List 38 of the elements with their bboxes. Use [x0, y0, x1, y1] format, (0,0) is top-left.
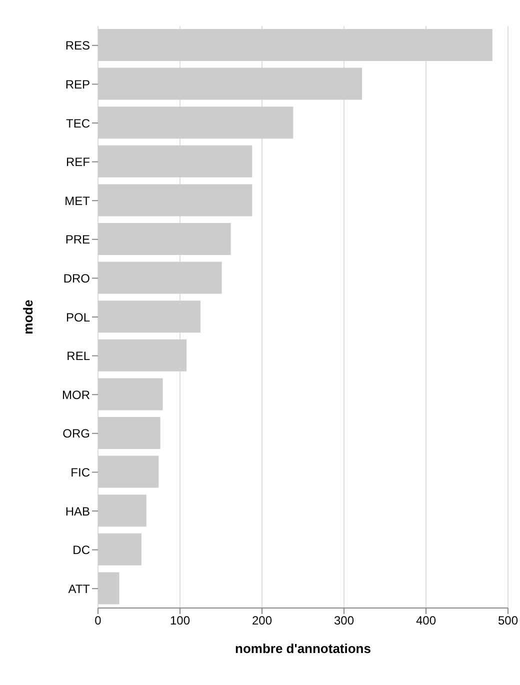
y-tick-label: RES	[65, 38, 90, 53]
y-tick-label: REP	[65, 77, 90, 92]
y-tick-label: MOR	[62, 388, 90, 402]
x-tick-label: 500	[498, 614, 518, 628]
bar	[98, 494, 146, 527]
bar	[98, 145, 252, 178]
bar	[98, 223, 231, 255]
x-tick-label: 200	[252, 614, 272, 628]
x-tick-label: 400	[416, 614, 436, 628]
y-tick-label: DRO	[63, 271, 90, 286]
x-tick-label: 300	[334, 614, 354, 628]
y-tick-label: HAB	[65, 504, 90, 518]
bar	[98, 68, 362, 100]
bar	[98, 417, 160, 449]
y-axis-title: mode	[20, 300, 36, 334]
bar	[98, 262, 222, 294]
x-axis-title: nombre d'annotations	[235, 641, 371, 656]
y-tick-label: ORG	[62, 426, 90, 441]
x-tick-label: 0	[94, 614, 102, 628]
bar	[98, 572, 120, 604]
bar	[98, 184, 252, 216]
y-tick-label: PRE	[65, 232, 90, 247]
y-tick-label: POL	[66, 310, 90, 324]
bar	[98, 339, 187, 372]
bar	[98, 533, 142, 566]
y-tick-label: REL	[66, 349, 90, 364]
bar	[98, 456, 159, 488]
bar	[98, 300, 200, 333]
y-tick-label: MET	[64, 194, 91, 208]
y-tick-label: ATT	[68, 582, 91, 596]
y-tick-label: TEC	[66, 116, 90, 130]
bar	[98, 378, 163, 410]
bar	[98, 106, 294, 139]
y-tick-label: REF	[66, 155, 90, 170]
y-tick-label: DC	[72, 543, 90, 558]
bar	[98, 29, 492, 61]
x-tick-label: 100	[170, 614, 190, 628]
y-tick-label: FIC	[70, 465, 90, 480]
